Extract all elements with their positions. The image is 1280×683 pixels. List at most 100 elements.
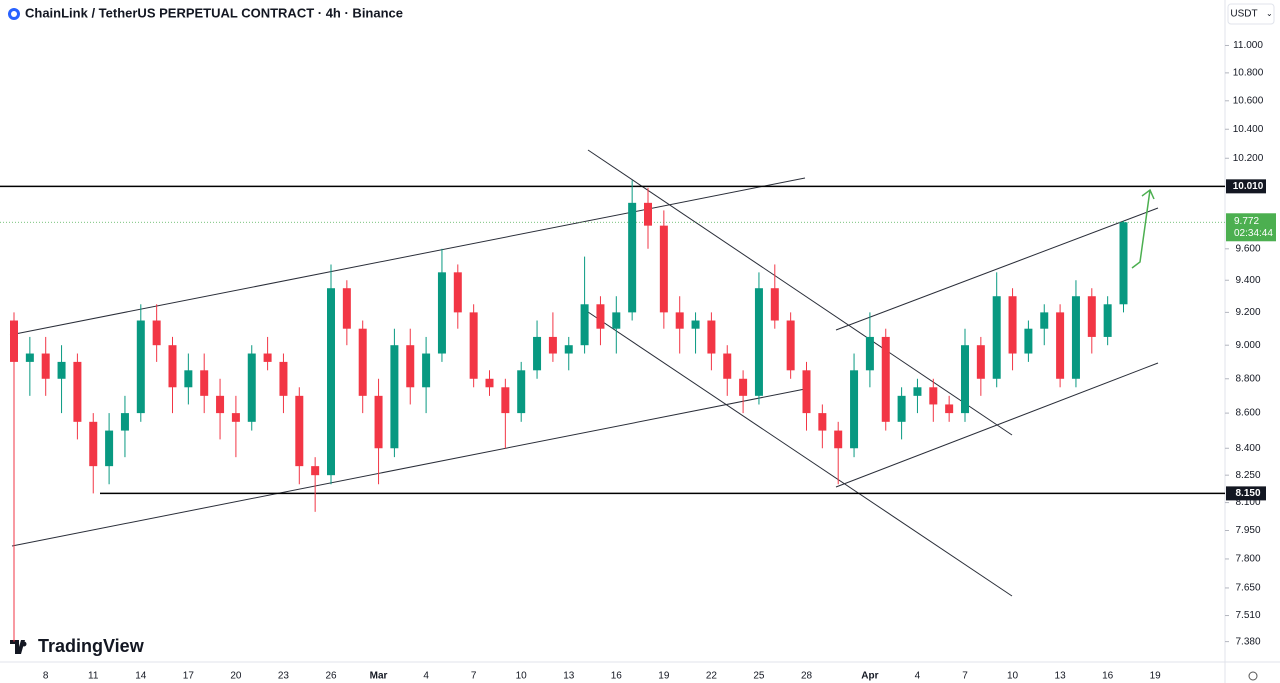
x-tick-label: 13	[563, 671, 575, 682]
candle-body	[865, 336, 874, 371]
candle	[659, 210, 668, 329]
candle	[754, 272, 763, 405]
candle	[422, 336, 431, 414]
x-tick-label: 11	[88, 671, 99, 682]
x-tick-label: 19	[1150, 671, 1162, 682]
candle	[295, 387, 304, 485]
candle-body	[105, 430, 114, 467]
candle	[105, 413, 114, 485]
candle	[1087, 288, 1096, 354]
candle	[437, 248, 446, 362]
candle-body	[422, 353, 431, 388]
candle-body	[929, 387, 938, 405]
candle	[1008, 288, 1017, 371]
level-label: 10.010	[1233, 181, 1264, 192]
candle	[707, 312, 716, 371]
x-tick-label: 17	[183, 671, 195, 682]
candle	[263, 336, 272, 371]
level-label-box	[1226, 179, 1266, 194]
x-tick-label: 4	[915, 671, 921, 682]
candle-body	[723, 353, 732, 379]
candle-body	[120, 413, 129, 431]
candle	[929, 378, 938, 422]
settings-icon[interactable]	[1248, 671, 1258, 681]
y-tick-label: 8.400	[1235, 443, 1260, 454]
candle	[945, 395, 954, 422]
currency-label: USDT	[1230, 9, 1257, 20]
y-tick-label: 8.250	[1235, 470, 1260, 481]
candle-body	[913, 387, 922, 396]
candle	[865, 312, 874, 388]
candle	[739, 370, 748, 414]
candle-body	[501, 387, 510, 414]
candle	[992, 272, 1001, 388]
y-tick-label: 9.400	[1235, 275, 1260, 286]
candle-body	[406, 345, 415, 388]
candle	[1071, 280, 1080, 388]
candle	[327, 264, 335, 485]
candle-body	[754, 288, 763, 396]
candle-body	[390, 345, 399, 449]
candle	[548, 312, 557, 362]
x-tick-label: 19	[658, 671, 670, 682]
candle	[533, 320, 542, 379]
candle-body	[834, 430, 843, 449]
candle	[120, 395, 129, 458]
x-tick-label: 16	[611, 671, 623, 682]
candle	[10, 312, 18, 642]
trend-line	[587, 149, 1013, 436]
x-tick-label: 20	[230, 671, 242, 682]
y-tick-label: 7.650	[1235, 583, 1260, 594]
level-label-box	[1226, 486, 1266, 501]
y-tick-label: 10.800	[1233, 68, 1264, 79]
arrow-path	[1131, 189, 1151, 269]
last-price-box	[1226, 213, 1276, 242]
y-tick-label: 7.950	[1235, 525, 1260, 536]
x-tick-label: 10	[516, 671, 528, 682]
y-tick-label: 9.600	[1235, 243, 1260, 254]
candle	[311, 457, 320, 512]
x-tick-label: 26	[325, 671, 337, 682]
candle	[73, 353, 82, 440]
candle	[501, 378, 510, 449]
candle-body	[1024, 328, 1033, 354]
candle	[834, 421, 843, 485]
x-tick-label: 7	[471, 671, 477, 682]
candle-body	[1071, 296, 1080, 379]
candle-body	[168, 345, 177, 388]
candle-body	[41, 353, 50, 379]
candle	[184, 353, 193, 405]
countdown-label: 02:34:44	[1234, 228, 1273, 239]
x-tick-label: 23	[278, 671, 290, 682]
branding: TradingView	[10, 636, 145, 656]
level-label: 8.150	[1235, 488, 1260, 499]
candle-body	[216, 395, 225, 414]
currency-button[interactable]	[1227, 3, 1275, 25]
candle-body	[10, 320, 18, 362]
candle	[136, 304, 145, 422]
candle	[152, 304, 161, 362]
candle	[200, 353, 209, 414]
logo-text: TradingView	[38, 636, 145, 656]
candle	[469, 304, 478, 388]
candle	[913, 378, 922, 414]
y-tick-label: 10.200	[1233, 153, 1264, 164]
candle	[1040, 304, 1049, 346]
candle	[596, 296, 605, 346]
candle-body	[850, 370, 859, 449]
trend-line	[835, 362, 1159, 488]
last-price-label: 9.772	[1234, 216, 1259, 227]
candle	[374, 378, 383, 485]
chart-title: ChainLink / TetherUS PERPETUAL CONTRACT …	[25, 5, 403, 20]
projection-arrow	[1131, 188, 1155, 269]
candle-body	[533, 336, 542, 371]
candle	[612, 296, 621, 354]
candle	[976, 336, 985, 396]
candle	[580, 256, 589, 354]
candle-body	[89, 421, 98, 467]
candle-body	[644, 202, 652, 226]
candle-body	[1008, 296, 1017, 354]
candle	[342, 280, 351, 346]
trend-line	[11, 388, 806, 547]
